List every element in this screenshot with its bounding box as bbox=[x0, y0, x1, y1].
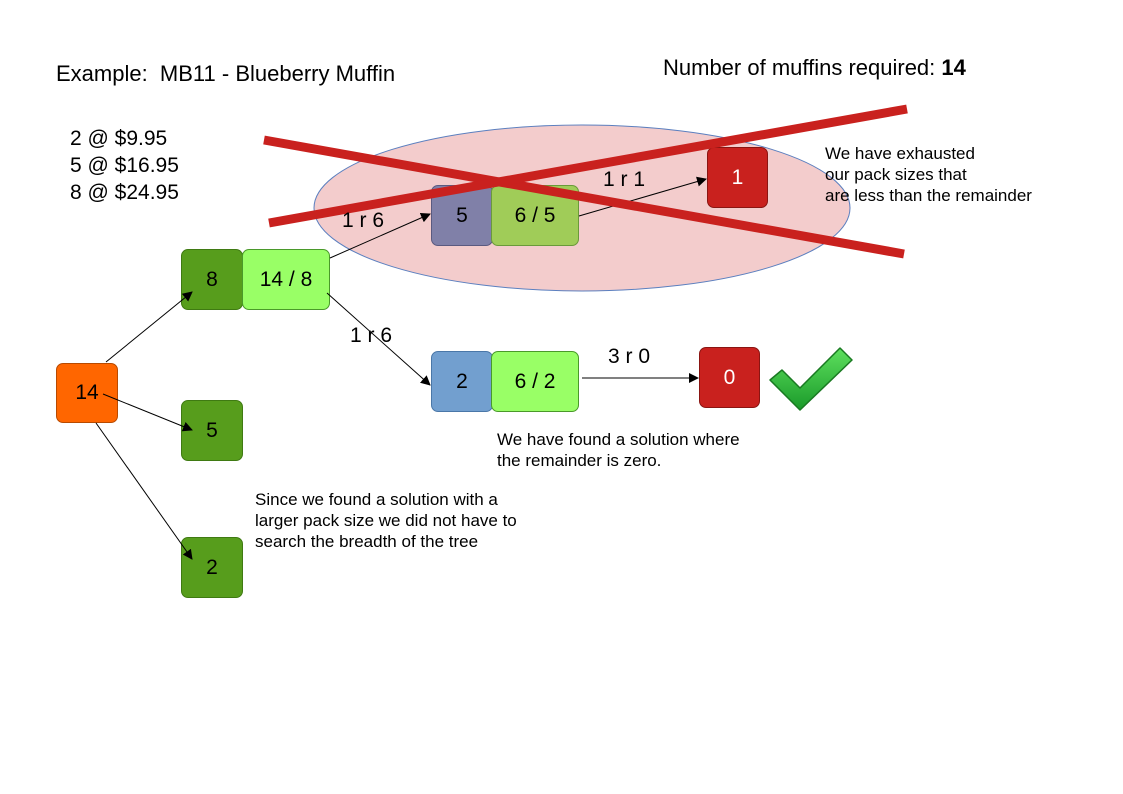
pack-option: 5 @ $16.95 bbox=[70, 154, 179, 177]
division-node-6-2: 6 / 2 bbox=[491, 351, 579, 412]
edge-label: 1 r 6 bbox=[342, 209, 385, 232]
root-node: 14 bbox=[56, 363, 118, 423]
edge-label: 1 r 1 bbox=[603, 168, 646, 191]
edge-8-to-5-sub bbox=[329, 213, 431, 259]
result-node-1: 1 bbox=[707, 147, 768, 208]
note-line: We have found a solution where bbox=[497, 430, 740, 449]
pack-option: 2 @ $9.95 bbox=[70, 127, 168, 150]
muffins-required-label: Number of muffins required: bbox=[663, 55, 942, 80]
muffins-required: Number of muffins required: 14 bbox=[663, 55, 966, 81]
pack-node-2: 2 bbox=[181, 537, 243, 598]
note-solution: We have found a solution where the remai… bbox=[497, 429, 740, 471]
result-node-0: 0 bbox=[699, 347, 760, 408]
pack-option: 8 @ $24.95 bbox=[70, 181, 179, 204]
edge-label: 3 r 0 bbox=[608, 345, 651, 368]
checkmark-icon bbox=[769, 347, 853, 411]
edge-label: 1 r 6 bbox=[350, 324, 393, 347]
cross-line bbox=[268, 104, 908, 228]
note-line: the remainder is zero. bbox=[497, 451, 662, 470]
note-line: search the breadth of the tree bbox=[255, 532, 479, 551]
note-line: We have exhausted bbox=[825, 144, 975, 163]
note-breadth: Since we found a solution with a larger … bbox=[255, 489, 517, 552]
page-title: Example: MB11 - Blueberry Muffin bbox=[56, 61, 396, 86]
division-node-14-8: 14 / 8 bbox=[242, 249, 330, 310]
edge-root-to-5 bbox=[102, 393, 193, 432]
edge-8-to-2-sub bbox=[326, 292, 431, 386]
note-line: Since we found a solution with a bbox=[255, 490, 498, 509]
note-line: our pack sizes that bbox=[825, 165, 967, 184]
edge-5-sub-to-result-1 bbox=[578, 176, 707, 217]
muffins-required-value: 14 bbox=[941, 55, 966, 80]
cross-out-icon bbox=[263, 104, 908, 259]
note-line: larger pack size we did not have to bbox=[255, 511, 517, 530]
note-line: are less than the remainder bbox=[825, 186, 1032, 205]
cross-line bbox=[263, 135, 905, 259]
note-exhausted: We have exhausted our pack sizes that ar… bbox=[825, 143, 1032, 206]
edge-root-to-2 bbox=[95, 422, 193, 560]
edge-root-to-8 bbox=[105, 291, 193, 363]
